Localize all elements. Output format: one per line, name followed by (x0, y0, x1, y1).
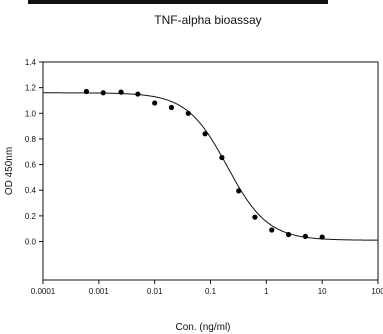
x-tick-label: 10 (318, 287, 327, 296)
x-tick-label: 0.001 (89, 287, 110, 296)
plot-area (42, 61, 379, 281)
fit-curve (43, 92, 379, 241)
x-axis: 0.0001 0.001 0.01 0.1 1 10 100 (31, 280, 383, 296)
x-tick-label: 1 (264, 287, 269, 296)
y-tick-label: 1.4 (25, 58, 37, 67)
data-point (135, 91, 141, 97)
data-point (285, 231, 292, 238)
x-tick-label: 100 (371, 287, 383, 296)
y-tick-label: 1.0 (25, 109, 37, 118)
data-point (185, 110, 191, 116)
data-point (252, 214, 258, 220)
data-point (319, 234, 325, 240)
data-point (202, 131, 208, 137)
y-tick-label: 0.4 (25, 186, 37, 195)
cropped-header-fragment (28, 0, 328, 4)
data-point (269, 227, 275, 233)
y-tick-label: 0.6 (25, 161, 37, 170)
y-axis-label: OD 450nm (4, 147, 15, 195)
plot-frame (42, 61, 379, 281)
y-tick-label: 0.2 (25, 212, 37, 221)
x-axis-label: Con. (ng/ml) (175, 322, 230, 333)
x-tick-label: 0.1 (205, 287, 217, 296)
data-points (83, 88, 325, 240)
data-point (152, 100, 158, 106)
data-point (219, 154, 225, 161)
data-point (236, 188, 242, 194)
y-tick-label: 0.0 (25, 238, 37, 247)
x-tick-label: 0.01 (147, 287, 163, 296)
data-point (302, 233, 308, 239)
y-tick-label: 0.8 (25, 135, 37, 144)
chart-title: TNF-alpha bioassay (154, 13, 261, 27)
x-tick-label: 0.0001 (31, 287, 56, 296)
data-point (118, 89, 124, 95)
data-point (168, 104, 175, 111)
y-axis: 0.0 0.2 0.4 0.6 0.8 1.0 1.2 1.4 (25, 58, 43, 247)
data-point (100, 90, 106, 96)
y-tick-label: 1.2 (25, 84, 37, 93)
data-point (83, 88, 90, 95)
